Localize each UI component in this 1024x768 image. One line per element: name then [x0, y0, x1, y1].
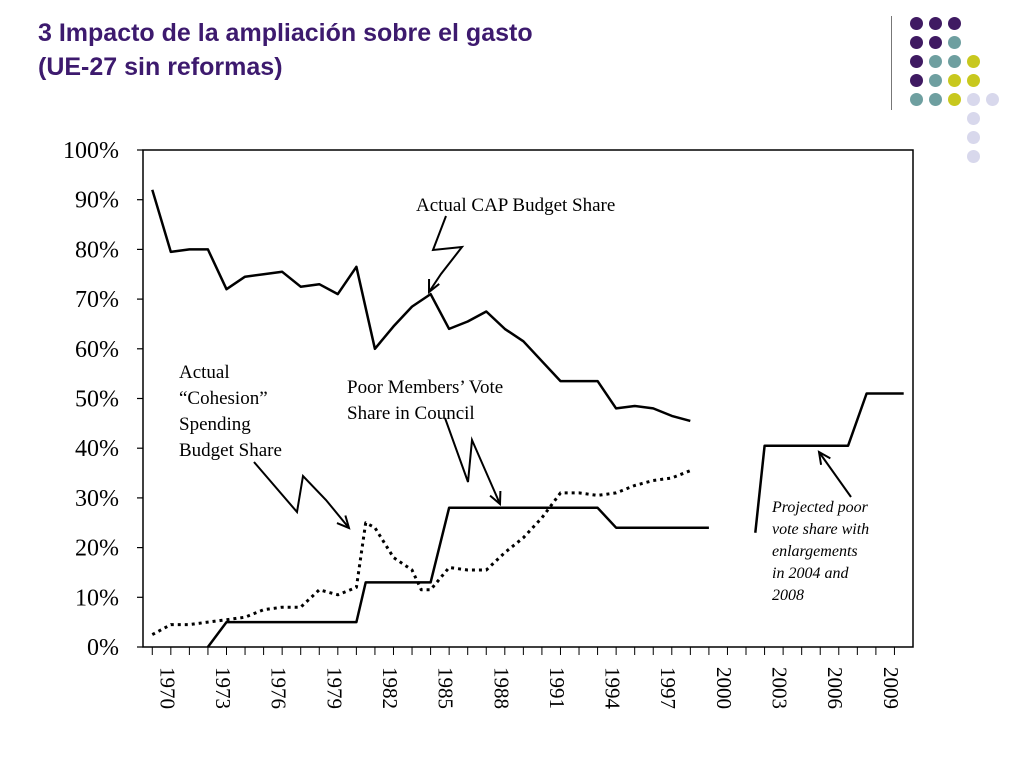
y-tick-label: 0% — [87, 635, 119, 661]
series-line-cap-budget-share — [151, 189, 691, 423]
slide-title: 3 Impacto de la ampliación sobre el gast… — [38, 16, 838, 84]
annotation-poor-members-vote-line: Poor Members’ Vote — [347, 377, 503, 398]
annotation-arrow-cap-head — [427, 278, 440, 295]
annotation-arrow-projected — [818, 451, 852, 498]
annotation-cohesion-spending-line: Spending — [179, 414, 251, 435]
series-line-projected-vote-share — [754, 392, 904, 533]
series-line-poor-members-vote-share — [206, 506, 709, 648]
annotation-arrow-vote-share — [444, 417, 501, 505]
x-tick-label: 1988 — [489, 667, 513, 709]
y-tick-label: 10% — [75, 585, 119, 611]
y-tick-label: 20% — [75, 536, 119, 562]
annotation-projected-vote-share-line: Projected poor — [771, 499, 869, 516]
x-tick-label: 1991 — [545, 667, 569, 709]
annotation-arrow-vote-share-head — [489, 490, 502, 507]
annotation-projected-vote-share-line: enlargements — [772, 543, 858, 560]
x-tick-label: 1970 — [155, 667, 179, 709]
y-tick-label: 100% — [63, 138, 119, 164]
y-tick-label: 80% — [75, 237, 119, 263]
series-line-cohesion-spending-share — [151, 469, 691, 636]
slide-title-line-1: 3 Impacto de la ampliación sobre el gast… — [38, 19, 533, 47]
annotation-cap-budget-share-line: Actual CAP Budget Share — [416, 195, 615, 216]
annotation-arrow-projected-head — [817, 450, 831, 465]
x-tick-label: 1985 — [434, 667, 458, 709]
annotation-projected-vote-share-line: vote share with — [772, 521, 869, 538]
y-tick-label: 50% — [75, 387, 119, 413]
annotation-arrow-cohesion-head — [336, 515, 351, 530]
x-tick-label: 2000 — [712, 667, 736, 709]
x-tick-label: 1997 — [656, 667, 680, 709]
x-tick-label: 1979 — [322, 667, 346, 709]
y-tick-label: 90% — [75, 188, 119, 214]
y-tick-label: 70% — [75, 287, 119, 313]
annotation-projected-vote-share-line: 2008 — [772, 587, 804, 604]
x-tick-label: 2009 — [879, 667, 903, 709]
x-tick-label: 1976 — [267, 667, 291, 709]
x-tick-label: 2003 — [768, 667, 792, 709]
x-tick-label: 1982 — [378, 667, 402, 709]
title-divider — [891, 16, 892, 110]
annotation-cohesion-spending-line: Actual — [179, 362, 230, 383]
x-tick-label: 1994 — [601, 667, 625, 710]
annotation-cohesion-spending-line: Budget Share — [179, 440, 282, 461]
annotation-projected-vote-share-line: in 2004 and — [772, 565, 849, 582]
annotation-poor-members-vote-line: Share in Council — [347, 403, 475, 424]
x-tick-label: 2006 — [823, 667, 847, 709]
annotation-arrow-cap — [428, 215, 465, 293]
y-tick-label: 60% — [75, 337, 119, 363]
annotation-arrow-cohesion — [253, 461, 350, 529]
slide-title-line-2: (UE-27 sin reformas) — [38, 53, 283, 81]
annotation-cohesion-spending-line: “Cohesion” — [179, 388, 268, 409]
y-tick-label: 40% — [75, 436, 119, 462]
y-tick-label: 30% — [75, 486, 119, 512]
x-tick-label: 1973 — [211, 667, 235, 709]
